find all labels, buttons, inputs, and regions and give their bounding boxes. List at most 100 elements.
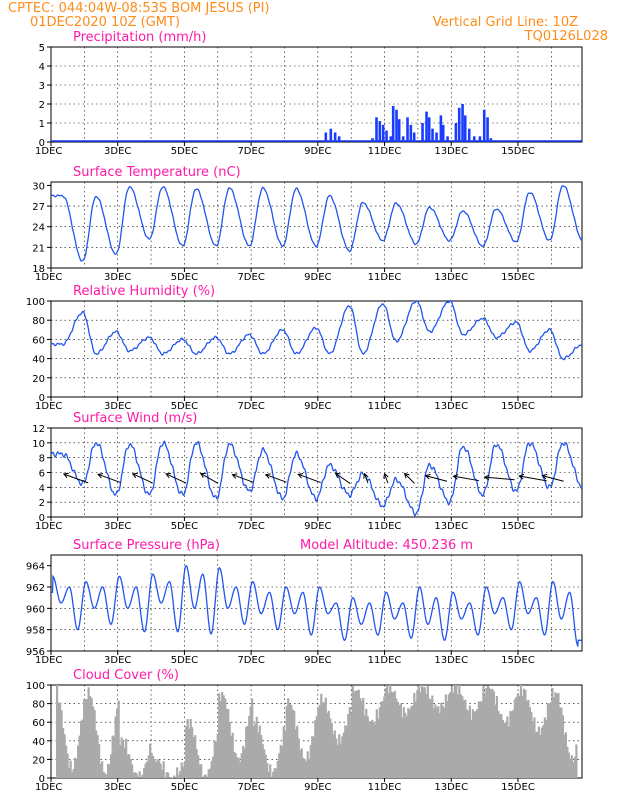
cloud-bar bbox=[314, 720, 317, 778]
cloud-bar bbox=[422, 687, 425, 778]
cloud-bar bbox=[401, 717, 404, 778]
cloud-bar bbox=[245, 726, 248, 778]
cloud-bar bbox=[530, 712, 533, 778]
vertical-grid-label: Vertical Grid Line: 10Z bbox=[433, 15, 578, 30]
y-tick-label: 21 bbox=[32, 243, 45, 254]
cloud-bar bbox=[158, 760, 161, 778]
precip-bar bbox=[431, 128, 434, 142]
cloud-bar bbox=[258, 725, 261, 778]
cloud-bar bbox=[309, 744, 312, 778]
cloud-bar bbox=[296, 725, 299, 778]
cloud-bar bbox=[330, 722, 333, 778]
cloud-bar bbox=[75, 758, 78, 778]
precip-bar bbox=[482, 109, 486, 142]
cloud-bar bbox=[356, 690, 359, 778]
x-tick-label: 1DEC bbox=[35, 782, 62, 793]
cloud-bar bbox=[429, 699, 432, 778]
cloud-bar bbox=[150, 752, 153, 778]
cloud-bar bbox=[261, 744, 264, 778]
cloud-bar bbox=[188, 728, 191, 778]
y-tick-label: 24 bbox=[32, 223, 45, 234]
x-tick-label: 9DEC bbox=[304, 521, 331, 532]
x-tick-label: 3DEC bbox=[104, 401, 131, 412]
y-tick-label: 6 bbox=[39, 469, 45, 480]
cloud-bar bbox=[377, 718, 380, 778]
cloud-bar bbox=[540, 727, 544, 778]
x-tick-label: 9DEC bbox=[304, 272, 331, 283]
cloud-bar bbox=[546, 703, 550, 778]
cloud-bar bbox=[96, 735, 99, 778]
cloud-bar bbox=[371, 719, 374, 778]
cloud-bar bbox=[426, 686, 429, 778]
x-tick-label: 13DEC bbox=[434, 146, 468, 157]
cloud-bar bbox=[494, 704, 497, 778]
cloud-bar bbox=[159, 763, 162, 778]
cloud-bar bbox=[155, 762, 158, 778]
cloud-bar bbox=[519, 685, 522, 778]
wind-arrow bbox=[335, 472, 351, 485]
cloud-bar bbox=[477, 701, 480, 778]
cloud-bar bbox=[192, 737, 195, 778]
precip-bar bbox=[337, 136, 341, 142]
cloud-bar bbox=[312, 736, 315, 778]
cloud-bar bbox=[186, 719, 189, 778]
cloud-bar bbox=[114, 716, 117, 778]
cloud-bar bbox=[476, 708, 479, 778]
cloud-bar bbox=[215, 741, 218, 778]
precip-bar bbox=[412, 132, 416, 142]
cloud-bar bbox=[398, 705, 401, 778]
cloud-bar bbox=[407, 708, 410, 778]
series-line bbox=[50, 440, 583, 517]
cloud-bar bbox=[87, 687, 90, 778]
wind-arrow-head bbox=[383, 472, 389, 479]
cloud-bar bbox=[236, 757, 239, 778]
cloud-bar bbox=[66, 753, 69, 778]
x-tick-label: 1DEC bbox=[35, 521, 62, 532]
cloud-bar bbox=[462, 700, 465, 778]
cloud-bar bbox=[359, 698, 362, 778]
cloud-bar bbox=[165, 772, 168, 778]
cloud-bar bbox=[167, 772, 170, 778]
x-tick-label: 11DEC bbox=[368, 272, 402, 283]
y-tick-label: 3 bbox=[39, 81, 45, 92]
x-tick-label: 7DEC bbox=[237, 655, 264, 666]
cloud-bar bbox=[90, 698, 93, 778]
cloud-bar bbox=[573, 757, 577, 778]
cloud-bar bbox=[62, 727, 65, 778]
x-tick-label: 13DEC bbox=[434, 655, 468, 666]
cloud-bar bbox=[275, 768, 278, 778]
cloud-bar bbox=[144, 763, 147, 778]
cloud-bar bbox=[279, 744, 282, 778]
precip-bar bbox=[389, 136, 393, 142]
cloud-bar bbox=[497, 710, 500, 778]
cloud-bar bbox=[428, 698, 431, 778]
cloud-bar bbox=[482, 686, 485, 778]
cloud-bar bbox=[437, 706, 440, 778]
wind-arrow bbox=[97, 473, 121, 484]
y-tick-label: 1 bbox=[39, 119, 45, 130]
cloud-bar bbox=[59, 702, 62, 778]
y-tick-label: 4 bbox=[39, 62, 45, 73]
cloud-bar bbox=[183, 762, 186, 778]
x-tick-label: 15DEC bbox=[501, 521, 535, 532]
x-tick-label: 7DEC bbox=[237, 782, 264, 793]
cloud-bar bbox=[375, 709, 378, 778]
cloud-bar bbox=[552, 697, 556, 778]
x-tick-label: 9DEC bbox=[304, 401, 331, 412]
cloud-bar bbox=[104, 773, 107, 778]
cloud-bar bbox=[248, 715, 251, 778]
cloud-bar bbox=[120, 737, 123, 778]
cloud-bar bbox=[420, 685, 423, 778]
cloud-bar bbox=[249, 706, 252, 778]
cloud-bar bbox=[177, 775, 180, 778]
cloud-bar bbox=[539, 734, 542, 778]
cloud-bar bbox=[506, 716, 509, 778]
cloud-bar bbox=[381, 700, 384, 778]
precip-bar bbox=[395, 109, 398, 142]
cloud-bar bbox=[105, 774, 108, 778]
cloud-bar bbox=[435, 707, 438, 778]
cloud-bar bbox=[164, 776, 167, 778]
wind-arrow bbox=[425, 475, 447, 482]
cloud-bar bbox=[281, 746, 284, 778]
y-tick-label: 10 bbox=[32, 439, 45, 450]
